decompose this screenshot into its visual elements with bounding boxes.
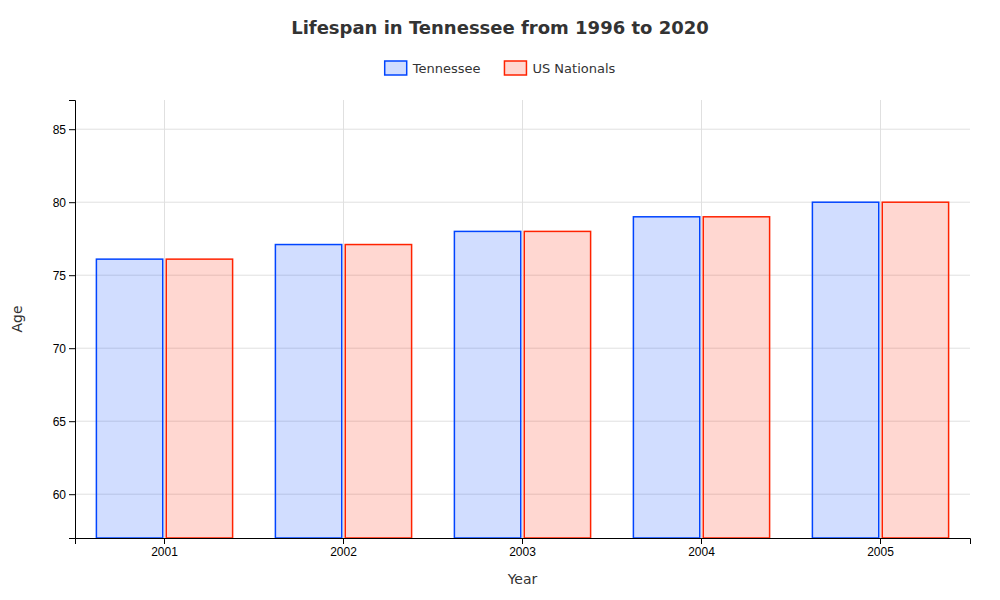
y-tick: 75: [53, 269, 75, 283]
y-tick-label: 85: [53, 123, 67, 137]
x-axis-label: Year: [507, 571, 538, 587]
x-tick-mark: [343, 538, 344, 544]
y-tick-label: 70: [53, 342, 67, 356]
y-tick: 70: [53, 342, 75, 356]
bar: [275, 245, 341, 538]
x-tick: 2001: [151, 538, 178, 559]
bar: [454, 231, 520, 538]
x-axis: 2001 2002 2003 2004 2005: [76, 538, 971, 559]
bars: [96, 202, 948, 538]
y-tick: 80: [53, 196, 75, 210]
x-tick-mark: [880, 538, 881, 544]
grid-line-x: [522, 100, 523, 538]
y-tick-label: 80: [53, 196, 67, 210]
legend-item: Tennessee: [385, 61, 481, 76]
x-tick: 2003: [509, 538, 536, 559]
title: Lifespan in Tennessee from 1996 to 2020: [291, 17, 709, 38]
legend-swatch: [504, 61, 526, 75]
x-tick-label: 2001: [151, 545, 178, 559]
legend-label: US Nationals: [532, 61, 615, 76]
y-tick-mark: [69, 421, 75, 422]
y-tick-label: 65: [53, 415, 67, 429]
bar: [96, 259, 162, 538]
bar: [703, 217, 769, 538]
y-axis-label: Age: [9, 305, 25, 332]
grid-line-x: [343, 100, 344, 538]
bar: [812, 202, 878, 538]
y-axis-line: [69, 101, 76, 539]
bar: [524, 231, 590, 538]
x-tick-label: 2003: [509, 545, 536, 559]
legend-item: US Nationals: [504, 61, 615, 76]
legend-swatch: [385, 61, 407, 75]
x-tick-label: 2004: [688, 545, 715, 559]
x-tick-label: 2005: [867, 545, 894, 559]
bar: [166, 259, 232, 538]
x-tick: 2004: [688, 538, 715, 559]
x-tick-mark: [701, 538, 702, 544]
y-tick-label: 60: [53, 488, 67, 502]
bar: [345, 245, 411, 538]
y-tick: 60: [53, 488, 75, 502]
chart: Lifespan in Tennessee from 1996 to 2020 2…: [0, 0, 1000, 600]
y-tick: 65: [53, 415, 75, 429]
grid: [75, 100, 970, 538]
y-tick-mark: [69, 348, 75, 349]
grid-line-x: [880, 100, 881, 538]
x-tick-label: 2002: [330, 545, 357, 559]
legend: Tennessee US Nationals: [385, 61, 616, 76]
y-tick-mark: [69, 129, 75, 130]
bar-series: [96, 202, 878, 538]
x-tick-mark: [164, 538, 165, 544]
x-tick: 2005: [867, 538, 894, 559]
y-tick-mark: [69, 494, 75, 495]
legend-label: Tennessee: [412, 61, 481, 76]
bar: [633, 217, 699, 538]
y-tick-label: 75: [53, 269, 67, 283]
bar: [882, 202, 948, 538]
y-tick-mark: [69, 275, 75, 276]
grid-line-x: [164, 100, 165, 538]
x-axis-line: [76, 539, 971, 545]
y-axis: 60 65 70 75 80 85: [53, 101, 76, 539]
y-tick-mark: [69, 202, 75, 203]
x-tick: 2002: [330, 538, 357, 559]
grid-line-x: [701, 100, 702, 538]
x-tick-mark: [522, 538, 523, 544]
y-tick: 85: [53, 123, 75, 137]
bar-series: [166, 202, 948, 538]
